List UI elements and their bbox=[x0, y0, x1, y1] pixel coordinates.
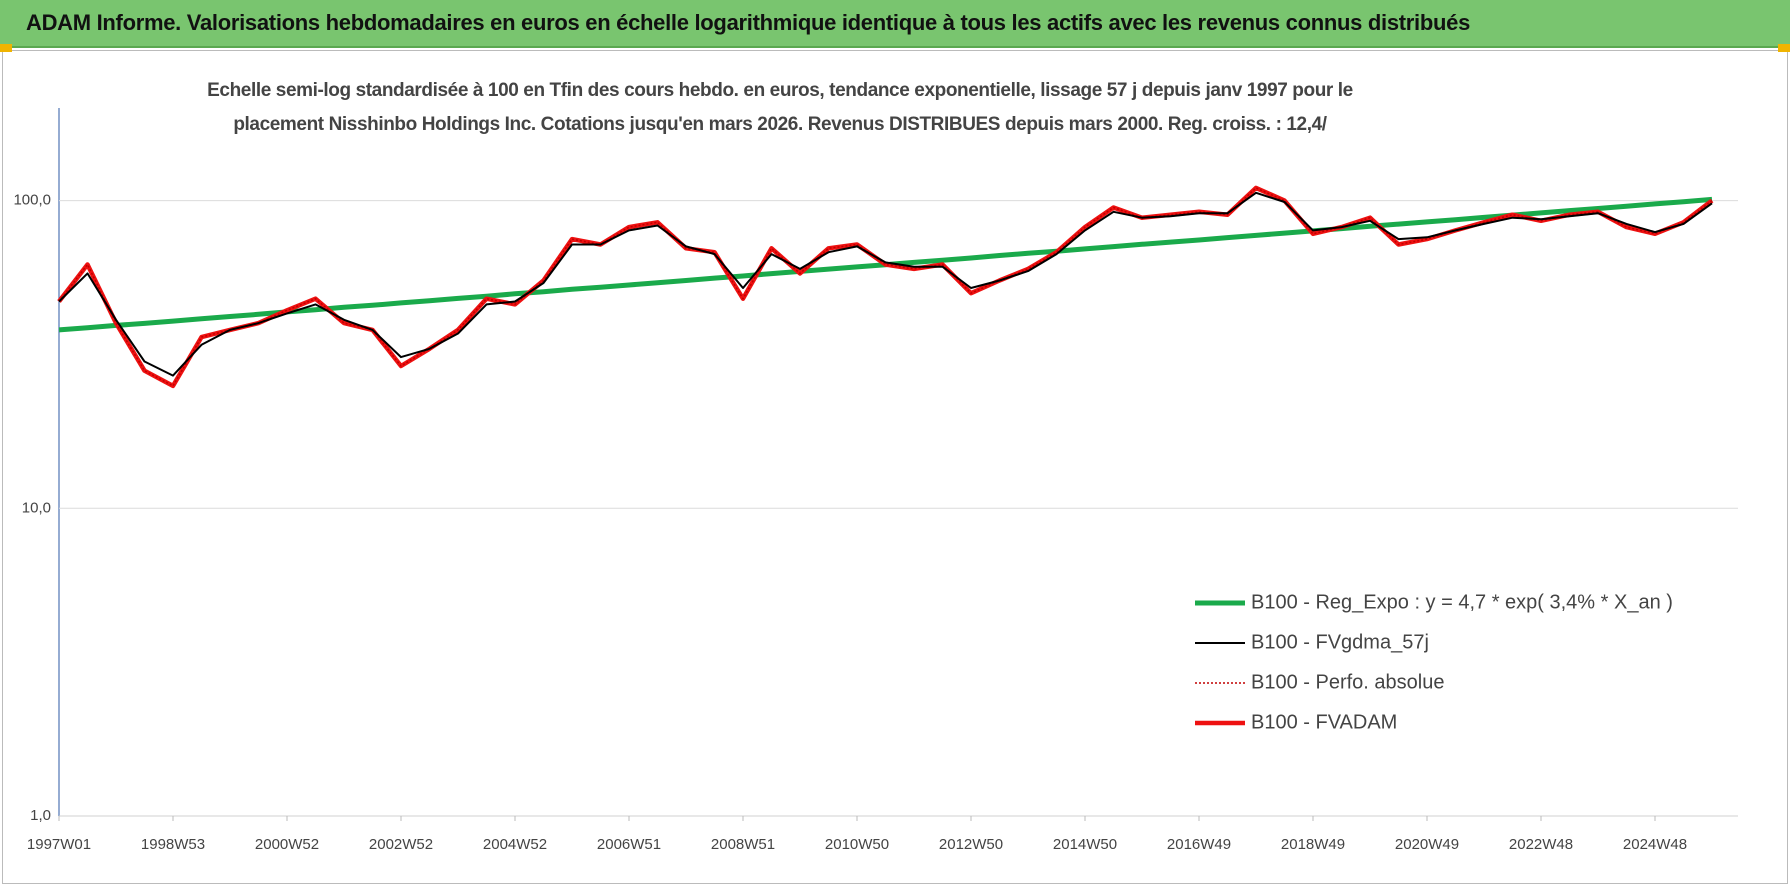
legend-label: B100 - Perfo. absolue bbox=[1251, 671, 1444, 693]
y-tick-label: 1,0 bbox=[30, 807, 51, 824]
legend-label: B100 - Reg_Expo : y = 4,7 * exp( 3,4% * … bbox=[1251, 591, 1673, 613]
corner-mark bbox=[1778, 44, 1790, 52]
x-tick-label: 2002W52 bbox=[369, 836, 433, 853]
x-tick-label: 1998W53 bbox=[141, 836, 205, 853]
chart-title: Echelle semi-log standardisée à 100 en T… bbox=[207, 80, 1353, 135]
y-tick-label: 100,0 bbox=[13, 192, 51, 209]
x-tick-label: 2012W50 bbox=[939, 836, 1003, 853]
legend-label: B100 - FVgdma_57j bbox=[1251, 631, 1429, 653]
legend-label: B100 - FVADAM bbox=[1251, 711, 1397, 733]
x-tick-label: 2022W48 bbox=[1509, 836, 1573, 853]
x-tick-label: 2016W49 bbox=[1167, 836, 1231, 853]
x-tick-label: 2000W52 bbox=[255, 836, 319, 853]
x-tick-label: 2006W51 bbox=[597, 836, 661, 853]
x-tick-label: 2020W49 bbox=[1395, 836, 1459, 853]
y-tick-label: 10,0 bbox=[22, 499, 51, 516]
x-tick-label: 2010W50 bbox=[825, 836, 889, 853]
series-line bbox=[58, 191, 1713, 377]
x-tick-label: 2018W49 bbox=[1281, 836, 1345, 853]
x-tick-label: 2008W51 bbox=[711, 836, 775, 853]
x-tick-label: 1997W01 bbox=[27, 836, 91, 853]
x-tick-label: 2004W52 bbox=[483, 836, 547, 853]
header-bar: ADAM Informe. Valorisations hebdomadaire… bbox=[0, 0, 1790, 48]
x-tick-label: 2024W48 bbox=[1623, 836, 1687, 853]
header-title: ADAM Informe. Valorisations hebdomadaire… bbox=[26, 10, 1471, 35]
x-tick-label: 2014W50 bbox=[1053, 836, 1117, 853]
corner-mark bbox=[0, 44, 12, 52]
chart-frame bbox=[2, 50, 1788, 884]
